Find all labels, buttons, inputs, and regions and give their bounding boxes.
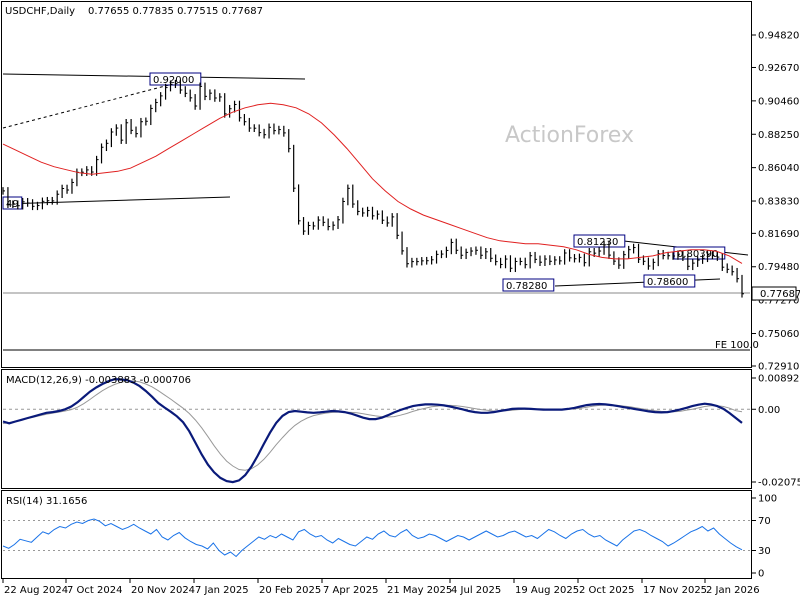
macd-axis-label: 0.008923 [758,374,800,385]
date-axis-label: 22 Aug 2024 [4,585,68,596]
price-axis-label: 0.86040 [758,163,799,174]
price-axis-label: 0.79480 [758,262,799,273]
trendline-bottom [2,196,231,205]
level-tag-label: 0.81230 [577,237,618,248]
price-axis-label: 0.72910 [758,362,799,373]
watermark: ActionForex [505,123,634,148]
level-tag-label: 0.78280 [506,281,547,292]
fe-label: FE 100.0 [715,340,759,351]
macd-axis-label: -0.020759 [758,478,800,489]
price-axis-label: 0.83830 [758,197,799,208]
macd-panel[interactable] [1,369,752,489]
level-tag-box [643,274,696,288]
moving-average-line [2,102,743,264]
price-tag-text: 0.77687 [760,289,800,300]
rsi-axis-label: 0 [758,569,764,580]
date-axis-label: 7 Jan 2025 [195,585,249,596]
macd-line [2,377,743,484]
level-tag-box [573,234,626,248]
date-axis-label: 19 Aug 2025 [515,585,579,596]
price-axis-label: 0.90460 [758,96,799,107]
date-axis-label: 20 Feb 2025 [259,585,321,596]
price-tag: 0.77687 [751,286,800,301]
date-axis-label: 20 Nov 2024 [131,585,195,596]
price-axis-label: 0.92670 [758,63,799,74]
level-tag-label: 0.92000 [153,75,194,86]
price-axis-label: 0.75060 [758,329,799,340]
price-axis-label: 0.88250 [758,130,799,141]
price-panel[interactable] [1,1,752,368]
price-axis-label: 0.77270 [758,296,799,307]
level-tag-box [502,278,555,292]
date-axis-label: 7 Apr 2025 [323,585,378,596]
date-axis-label: 7 Oct 2024 [67,585,122,596]
level-tag-label: 0.80390 [677,249,718,260]
chart-title: USDCHF,Daily [5,6,75,17]
rsi-label: RSI(14) 31.1656 [6,496,87,507]
rsi-axis-label: 70 [758,516,771,527]
price-tag-box [751,286,797,301]
date-axis-label: 2 Jan 2026 [706,585,760,596]
rsi-line [2,518,743,558]
date-axis-label: 17 Nov 2025 [643,585,707,596]
level-tag-label: 0.78600 [647,277,688,288]
ohlc-values: 0.77655 0.77835 0.77515 0.77687 [88,6,263,17]
rsi-axis-label: 30 [758,546,771,557]
rsi-panel[interactable] [1,490,752,579]
macd-axis-label: 0.00 [758,405,780,416]
date-axis-label: 21 May 2025 [387,585,452,596]
price-axis-label: 0.94820 [758,31,799,42]
date-axis-label: 4 Jul 2025 [451,585,501,596]
date-axis-label: 2 Oct 2025 [579,585,634,596]
macd-label: MACD(12,26,9) -0.003883 -0.000706 [6,375,191,386]
rsi-axis-label: 100 [758,494,777,505]
price-axis-label: 0.81690 [758,229,799,240]
